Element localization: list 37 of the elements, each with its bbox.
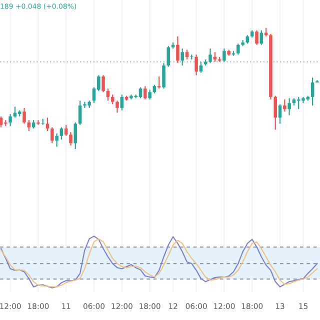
candlestick bbox=[185, 49, 189, 60]
candlestick bbox=[120, 94, 124, 111]
candlestick bbox=[166, 46, 170, 68]
candlestick bbox=[55, 132, 58, 148]
candlestick bbox=[283, 98, 286, 112]
candlestick bbox=[162, 62, 166, 90]
candlestick bbox=[60, 126, 64, 140]
candlestick bbox=[106, 88, 110, 102]
candlestick bbox=[310, 77, 314, 106]
candlestick bbox=[278, 104, 282, 124]
candlestick bbox=[144, 86, 147, 100]
candlestick bbox=[274, 95, 277, 130]
candlestick bbox=[180, 48, 184, 66]
candlestick bbox=[213, 52, 217, 62]
candlestick bbox=[74, 122, 78, 150]
candlestick bbox=[78, 100, 82, 126]
candlestick bbox=[69, 132, 72, 146]
candlestick bbox=[102, 74, 105, 93]
candlestick bbox=[50, 126, 54, 144]
candlestick bbox=[148, 89, 152, 100]
candlestick bbox=[236, 43, 240, 56]
candlestick bbox=[260, 30, 264, 46]
candlestick bbox=[46, 117, 50, 132]
candlestick bbox=[116, 100, 119, 114]
candlestick bbox=[64, 124, 68, 136]
candlestick bbox=[176, 36, 180, 64]
candlestick bbox=[255, 30, 258, 46]
candlestick bbox=[222, 48, 226, 62]
candlestick bbox=[194, 54, 198, 76]
candlestick bbox=[157, 76, 161, 90]
candlestick bbox=[208, 48, 212, 64]
candlestick bbox=[8, 113, 12, 127]
candlestick bbox=[27, 119, 31, 132]
candlestick bbox=[22, 107, 26, 124]
candlestick bbox=[199, 61, 203, 74]
candlestick bbox=[110, 94, 114, 105]
candlestick bbox=[288, 98, 291, 116]
